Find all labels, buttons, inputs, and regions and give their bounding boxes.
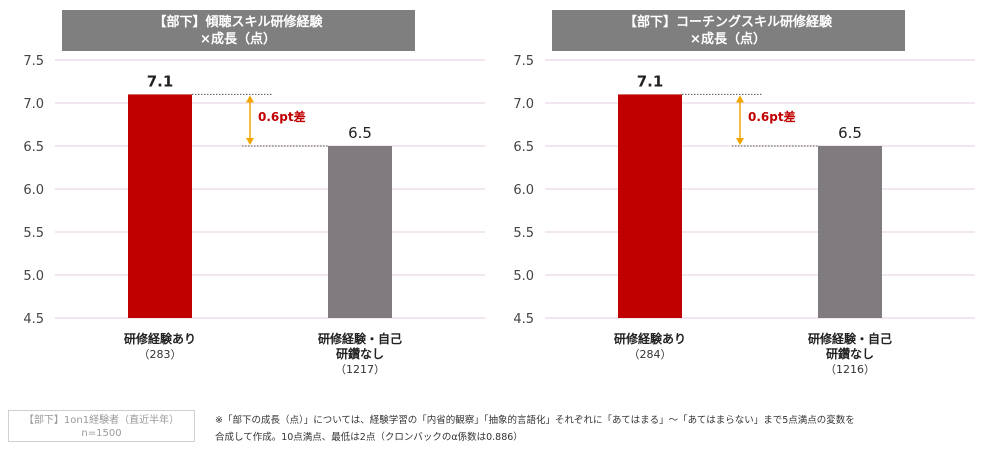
category-sample-size: （284）	[629, 348, 672, 361]
difference-label: 0.6pt差	[258, 109, 306, 124]
chart-title-box	[552, 10, 905, 51]
note-line-2: 合成して作成。10点満点、最低は2点（クロンバックのα係数は0.886）	[215, 432, 523, 443]
y-tick-label: 6.5	[23, 140, 44, 155]
bar-value-label: 7.1	[147, 72, 174, 90]
category-sample-size: （1217）	[335, 363, 385, 376]
arrow-head-up	[246, 95, 254, 103]
y-tick-label: 5.5	[23, 226, 44, 241]
category-sample-size: （1216）	[825, 363, 875, 376]
y-tick-label: 6.0	[513, 183, 534, 198]
sample-size: n=1500	[81, 428, 122, 439]
category-label: 研修経験・自己	[318, 331, 402, 346]
chart-title-line: 【部下】コーチングスキル研修経験	[624, 14, 833, 30]
category-label: 研修経験あり	[614, 331, 686, 346]
bar	[128, 94, 192, 319]
y-tick-label: 4.5	[23, 312, 44, 327]
chart-coaching-skill: 【部下】コーチングスキル研修経験 ×成長（点） 4.5 5.0 5.5 6.0 6.5 7.0…	[490, 0, 980, 400]
category-sample-size: （283）	[139, 348, 182, 361]
arrow-head-up	[736, 95, 744, 103]
bar	[818, 146, 882, 318]
chart-title-line: ×成長（点）	[690, 31, 766, 47]
chart-title-line: 【部下】傾聴スキル研修経験	[153, 14, 323, 30]
chart-svg-coaching: 【部下】コーチングスキル研修経験×成長（点） 4.5 5.0 5.5 6.0 6.5 7.0…	[513, 10, 975, 376]
category-label: 研修経験・自己	[808, 331, 892, 346]
category-label: 研修経験あり	[124, 331, 196, 346]
y-tick-label: 5.0	[513, 269, 534, 284]
chart-title-box	[62, 10, 415, 51]
category-label: 研鑽なし	[826, 346, 874, 361]
bar-value-label: 7.1	[637, 72, 664, 90]
arrow-head-down	[736, 138, 744, 145]
y-tick-label: 7.5	[23, 54, 44, 69]
chart-listening-skill: 【部下】傾聴スキル研修経験 ×成長（点） 4.5 5.0 5.5 6.0 6.5 7.0 7.5…	[0, 0, 490, 400]
bar-value-label: 6.5	[348, 124, 372, 142]
chart-svg-listening: 【部下】傾聴スキル研修経験×成長（点） 4.5 5.0 5.5 6.0 6.5 7.0 7.5…	[23, 10, 485, 376]
y-tick-label: 6.0	[23, 183, 44, 198]
y-tick-label: 5.0	[23, 269, 44, 284]
methodology-note: ※「部下の成長（点）」については、経験学習の「内省的観察」「抽象的言語化」それぞ…	[215, 412, 915, 446]
y-tick-label: 7.0	[23, 97, 44, 112]
y-tick-label: 6.5	[513, 140, 534, 155]
bar-value-label: 6.5	[838, 124, 862, 142]
bar	[328, 146, 392, 318]
arrow-head-down	[246, 138, 254, 145]
y-tick-label: 7.0	[513, 97, 534, 112]
sample-description: 【部下】1on1経験者（直近半年）	[23, 415, 180, 426]
y-tick-label: 5.5	[513, 226, 534, 241]
bar	[618, 94, 682, 319]
note-line-1: ※「部下の成長（点）」については、経験学習の「内省的観察」「抽象的言語化」それぞ…	[215, 415, 855, 426]
difference-label: 0.6pt差	[748, 109, 796, 124]
category-label: 研鑽なし	[336, 346, 384, 361]
y-tick-label: 7.5	[513, 54, 534, 69]
chart-title-line: ×成長（点）	[200, 31, 276, 47]
sample-info-box: 【部下】1on1経験者（直近半年） n=1500	[8, 410, 195, 442]
y-tick-label: 4.5	[513, 312, 534, 327]
